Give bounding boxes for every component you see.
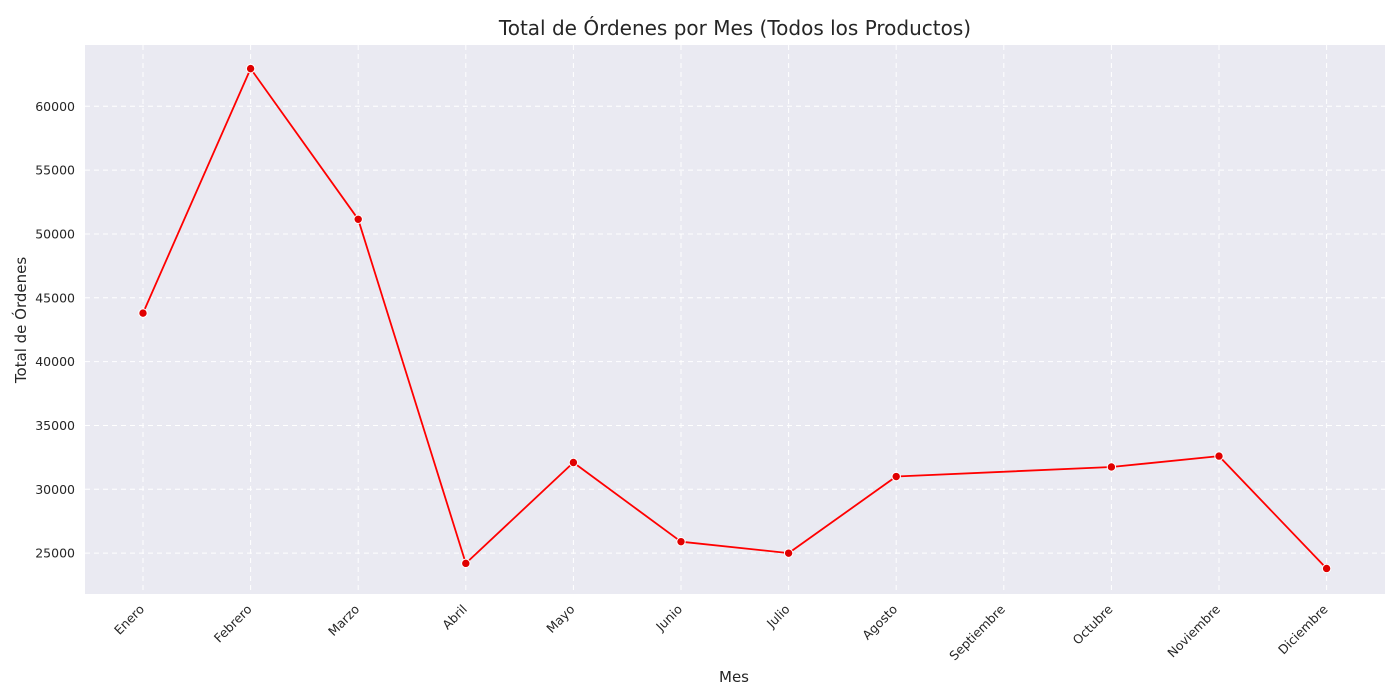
- y-tick-labels: 25000 30000 35000 40000 45000 50000 55000 60000: [35, 99, 75, 561]
- x-tick-label: Agosto: [859, 602, 900, 643]
- data-point: [138, 308, 148, 318]
- series-layer: [138, 63, 1332, 574]
- x-tick-label: Diciembre: [1275, 601, 1331, 657]
- plot-background: [85, 45, 1385, 594]
- data-point: [353, 214, 363, 224]
- x-tick-label: Septiembre: [946, 601, 1008, 663]
- y-tick-label: 35000: [35, 418, 75, 433]
- data-point: [676, 536, 686, 547]
- x-tick-label: Marzo: [325, 602, 362, 639]
- data-point: [1214, 451, 1224, 461]
- data-point: [783, 548, 794, 558]
- x-tick-label: Enero: [111, 602, 147, 638]
- chart-title: Total de Órdenes por Mes (Todos los Prod…: [498, 16, 971, 40]
- y-tick-label: 45000: [35, 290, 75, 305]
- data-point: [1321, 563, 1332, 574]
- y-tick-label: 60000: [35, 99, 75, 114]
- x-tick-label: Abril: [439, 602, 470, 633]
- data-point: [461, 558, 471, 569]
- data-point: [568, 457, 579, 468]
- x-tick-label: Octubre: [1070, 601, 1116, 647]
- y-tick-label: 50000: [35, 226, 75, 241]
- y-tick-label: 55000: [35, 163, 75, 178]
- x-tick-label: Noviembre: [1164, 601, 1223, 660]
- x-tick-labels: Enero Febrero Marzo Abril Mayo Junio Julio Agos…: [111, 601, 1331, 663]
- data-point: [891, 471, 901, 482]
- y-tick-label: 30000: [35, 482, 75, 497]
- x-tick-label: Mayo: [543, 602, 577, 636]
- x-axis-label: Mes: [719, 668, 749, 686]
- data-point: [245, 63, 256, 74]
- grid-lines: [85, 45, 1385, 594]
- y-tick-label: 40000: [35, 354, 75, 369]
- y-tick-label: 25000: [35, 546, 75, 561]
- y-axis-label: Total de Órdenes: [11, 257, 30, 385]
- x-tick-label: Junio: [652, 602, 685, 635]
- x-tick-label: Febrero: [211, 602, 255, 646]
- x-tick-label: Julio: [763, 602, 793, 632]
- data-point: [1106, 462, 1117, 472]
